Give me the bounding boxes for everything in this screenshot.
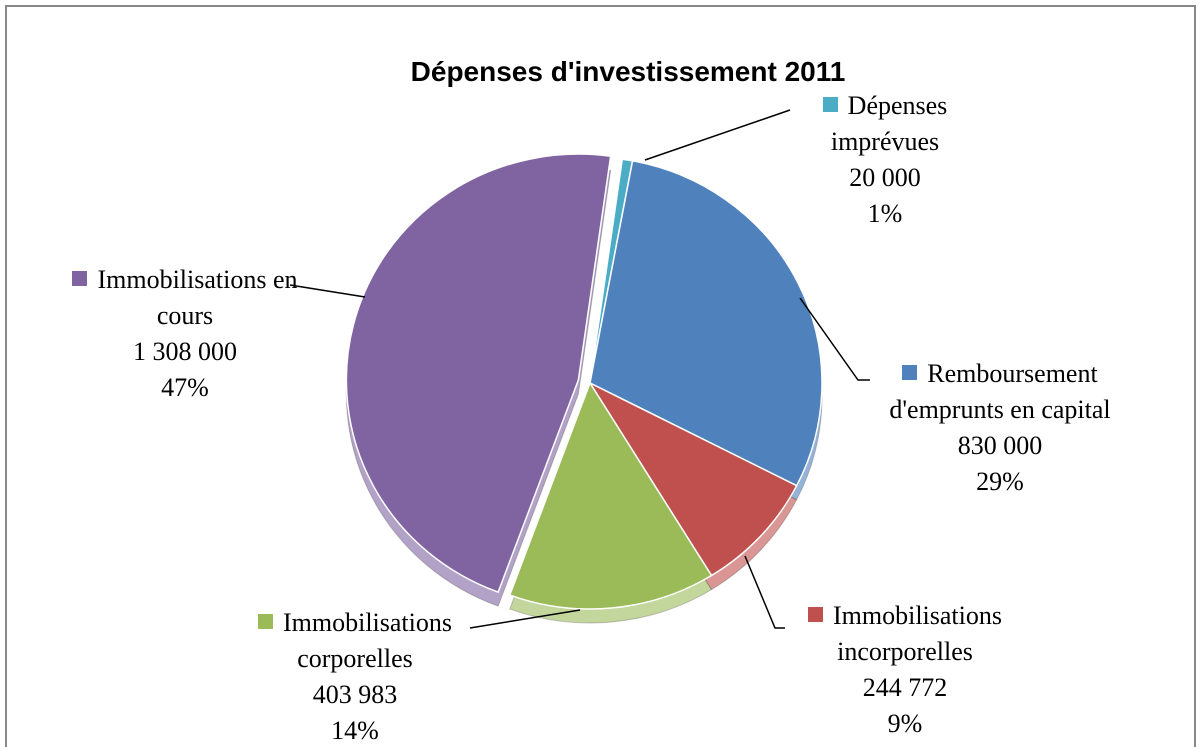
percent-label: 47% [161, 373, 209, 402]
percent-label: 1% [867, 199, 903, 228]
legend-swatch [822, 97, 838, 112]
data-label: Immobilisations incorporelles 244 772 9% [780, 598, 1030, 742]
data-label: Immobilisations en cours 1 308 000 47% [55, 262, 315, 406]
data-label: Immobilisations corporelles 403 983 14% [225, 605, 485, 747]
legend-swatch [72, 271, 88, 286]
leader-line [289, 284, 366, 298]
chart-title: Dépenses d'investissement 2011 [410, 56, 846, 87]
leader-line [744, 555, 785, 629]
value-label: 403 983 [312, 680, 398, 709]
category-label: Immobilisations corporelles [283, 608, 452, 673]
leader-line [469, 609, 581, 629]
chart-frame [5, 5, 1196, 747]
slice [587, 381, 798, 577]
percent-label: 29% [976, 467, 1024, 496]
leader-line [644, 109, 791, 161]
slice [508, 381, 713, 610]
slice [589, 159, 823, 487]
data-label: Remboursement d'emprunts en capital 830 0… [875, 356, 1125, 500]
percent-label: 9% [887, 709, 923, 738]
value-label: 244 772 [862, 673, 948, 702]
category-label: Dépenses imprévues [830, 91, 948, 156]
value-label: 830 000 [957, 431, 1043, 460]
category-label: Immobilisations en cours [97, 265, 298, 330]
legend-swatch [902, 365, 918, 380]
data-label: Dépenses imprévues 20 000 1% [780, 88, 990, 232]
legend-swatch [808, 607, 823, 622]
legend-swatch [258, 614, 273, 629]
slice [345, 153, 612, 594]
percent-label: 14% [331, 716, 379, 745]
value-label: 20 000 [849, 163, 921, 192]
leader-line [799, 297, 870, 381]
category-label: Remboursement d'emprunts en capital [889, 359, 1111, 424]
value-label: 1 308 000 [133, 337, 237, 366]
category-label: Immobilisations incorporelles [833, 601, 1002, 666]
